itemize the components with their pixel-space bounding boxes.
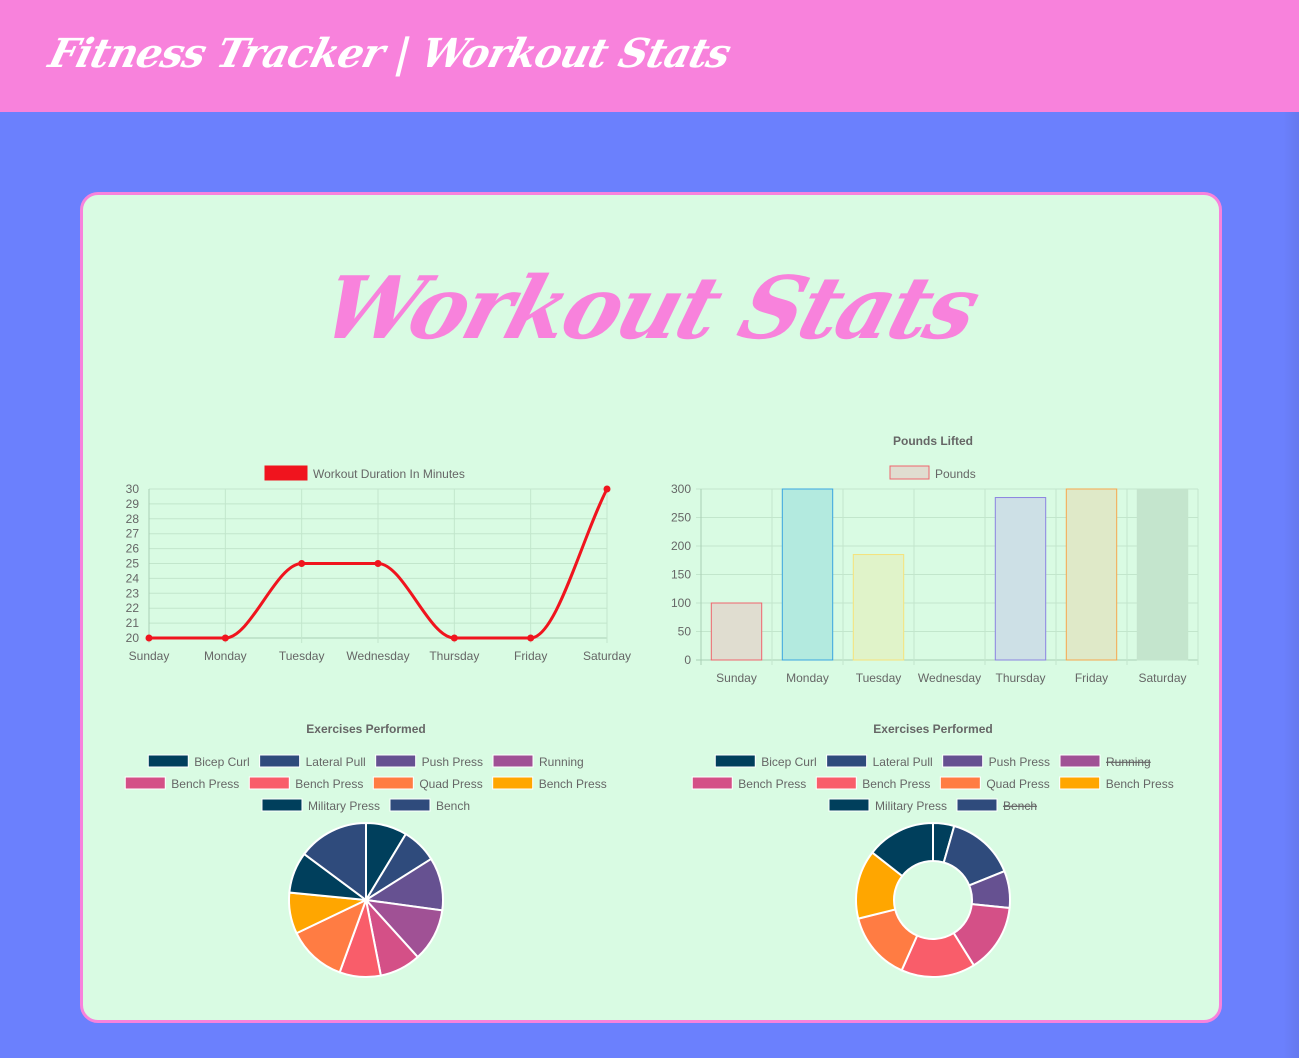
legend-swatch-duration[interactable] xyxy=(264,465,308,481)
legend-label-exercise[interactable]: Bench xyxy=(1003,799,1037,813)
x-tick-label: Sunday xyxy=(716,671,757,685)
legend-swatch-exercise[interactable] xyxy=(942,754,984,768)
legend-label-exercise[interactable]: Lateral Pull xyxy=(873,755,933,769)
x-tick-label: Saturday xyxy=(1138,671,1186,685)
y-tick-label: 22 xyxy=(126,601,140,615)
legend-swatch-exercise[interactable] xyxy=(389,798,431,812)
x-tick-label: Wednesday xyxy=(918,671,981,685)
legend-label-exercise[interactable]: Bench Press xyxy=(171,777,239,791)
legend-label-exercise[interactable]: Bench Press xyxy=(1106,777,1174,791)
legend-label-exercise[interactable]: Bench Press xyxy=(862,777,930,791)
slice-quad-press[interactable] xyxy=(295,898,368,974)
legend-label-exercise[interactable]: Military Press xyxy=(308,799,380,813)
legend-label-exercise[interactable]: Running xyxy=(539,755,584,769)
y-tick-label: 50 xyxy=(678,625,692,639)
x-tick-label: Thursday xyxy=(429,649,479,663)
y-tick-label: 24 xyxy=(126,571,140,585)
data-point[interactable] xyxy=(450,634,458,642)
x-tick-label: Monday xyxy=(204,649,247,663)
legend-swatch-exercise[interactable] xyxy=(259,754,301,768)
bar[interactable] xyxy=(1065,488,1118,661)
legend-label-exercise[interactable]: Bench xyxy=(436,799,470,813)
legend-swatch-exercise[interactable] xyxy=(1059,776,1101,790)
chart-title-exercises: Exercises Performed xyxy=(306,722,425,736)
x-tick-label: Thursday xyxy=(995,671,1045,685)
y-tick-label: 30 xyxy=(126,482,140,496)
legend-swatch-exercise[interactable] xyxy=(956,798,998,812)
x-tick-label: Friday xyxy=(1075,671,1108,685)
bar[interactable] xyxy=(852,554,905,661)
chart-title-pounds: Pounds Lifted xyxy=(893,434,973,448)
legend-swatch-exercise[interactable] xyxy=(147,754,189,768)
y-tick-label: 100 xyxy=(671,596,691,610)
legend-label-exercise[interactable]: Military Press xyxy=(875,799,947,813)
x-tick-label: Sunday xyxy=(129,649,170,663)
legend-label-exercise[interactable]: Quad Press xyxy=(419,777,482,791)
y-tick-label: 200 xyxy=(671,539,691,553)
legend-swatch-exercise[interactable] xyxy=(714,754,756,768)
y-tick-label: 29 xyxy=(126,497,140,511)
y-tick-label: 23 xyxy=(126,586,140,600)
data-point[interactable] xyxy=(527,634,535,642)
data-point[interactable] xyxy=(221,634,229,642)
legend-swatch-exercise[interactable] xyxy=(492,776,534,790)
top-navbar: Fitness Tracker | Workout Stats xyxy=(0,0,1299,112)
data-point[interactable] xyxy=(298,560,306,567)
slice-military-press[interactable] xyxy=(870,821,934,878)
legend-label-exercise[interactable]: Bicep Curl xyxy=(194,755,249,769)
y-tick-label: 20 xyxy=(126,631,140,645)
legend-swatch-exercise[interactable] xyxy=(939,776,981,790)
x-tick-label: Monday xyxy=(786,671,829,685)
data-point[interactable] xyxy=(374,560,382,567)
bar[interactable] xyxy=(710,602,763,661)
data-point[interactable] xyxy=(145,634,153,642)
y-tick-label: 28 xyxy=(126,512,140,526)
legend-label-exercise[interactable]: Push Press xyxy=(422,755,483,769)
scrollbar-track[interactable] xyxy=(1283,112,1299,1058)
legend-swatch-exercise[interactable] xyxy=(261,798,303,812)
x-tick-label: Wednesday xyxy=(346,649,409,663)
bar[interactable] xyxy=(1136,488,1189,661)
legend-label-duration[interactable]: Workout Duration In Minutes xyxy=(313,467,465,481)
y-tick-label: 21 xyxy=(126,616,140,630)
y-tick-label: 250 xyxy=(671,511,691,525)
legend-label-exercise[interactable]: Bench Press xyxy=(738,777,806,791)
slice-bench[interactable] xyxy=(302,821,367,902)
bar[interactable] xyxy=(994,497,1047,661)
chart-title-exercises: Exercises Performed xyxy=(873,722,992,736)
legend-label-exercise[interactable]: Quad Press xyxy=(986,777,1049,791)
legend-label-exercise[interactable]: Bench Press xyxy=(539,777,607,791)
legend-swatch-exercise[interactable] xyxy=(124,776,166,790)
bar[interactable] xyxy=(781,488,834,661)
y-tick-label: 26 xyxy=(126,542,140,556)
legend-swatch-exercise[interactable] xyxy=(248,776,290,790)
legend-label-pounds[interactable]: Pounds xyxy=(935,467,976,481)
x-tick-label: Saturday xyxy=(583,649,631,663)
y-tick-label: 25 xyxy=(126,557,140,571)
legend-swatch-exercise[interactable] xyxy=(1059,754,1101,768)
y-tick-label: 0 xyxy=(684,653,691,667)
legend-label-exercise[interactable]: Bicep Curl xyxy=(761,755,816,769)
legend-label-exercise[interactable]: Running xyxy=(1106,755,1151,769)
legend-swatch-exercise[interactable] xyxy=(691,776,733,790)
legend-label-exercise[interactable]: Push Press xyxy=(989,755,1050,769)
legend-swatch-exercise[interactable] xyxy=(375,754,417,768)
x-tick-label: Tuesday xyxy=(279,649,325,663)
legend-label-exercise[interactable]: Lateral Pull xyxy=(306,755,366,769)
legend-swatch-exercise[interactable] xyxy=(372,776,414,790)
legend-swatch-exercise[interactable] xyxy=(492,754,534,768)
legend-swatch-exercise[interactable] xyxy=(826,754,868,768)
legend-swatch-pounds[interactable] xyxy=(889,465,930,480)
legend-swatch-exercise[interactable] xyxy=(828,798,870,812)
legend-label-exercise[interactable]: Bench Press xyxy=(295,777,363,791)
y-tick-label: 27 xyxy=(126,527,140,541)
legend-swatch-exercise[interactable] xyxy=(815,776,857,790)
x-tick-label: Friday xyxy=(514,649,547,663)
data-point[interactable] xyxy=(603,485,611,493)
y-tick-label: 300 xyxy=(671,482,691,496)
y-tick-label: 150 xyxy=(671,568,691,582)
x-tick-label: Tuesday xyxy=(856,671,902,685)
series-line-duration xyxy=(148,488,609,640)
